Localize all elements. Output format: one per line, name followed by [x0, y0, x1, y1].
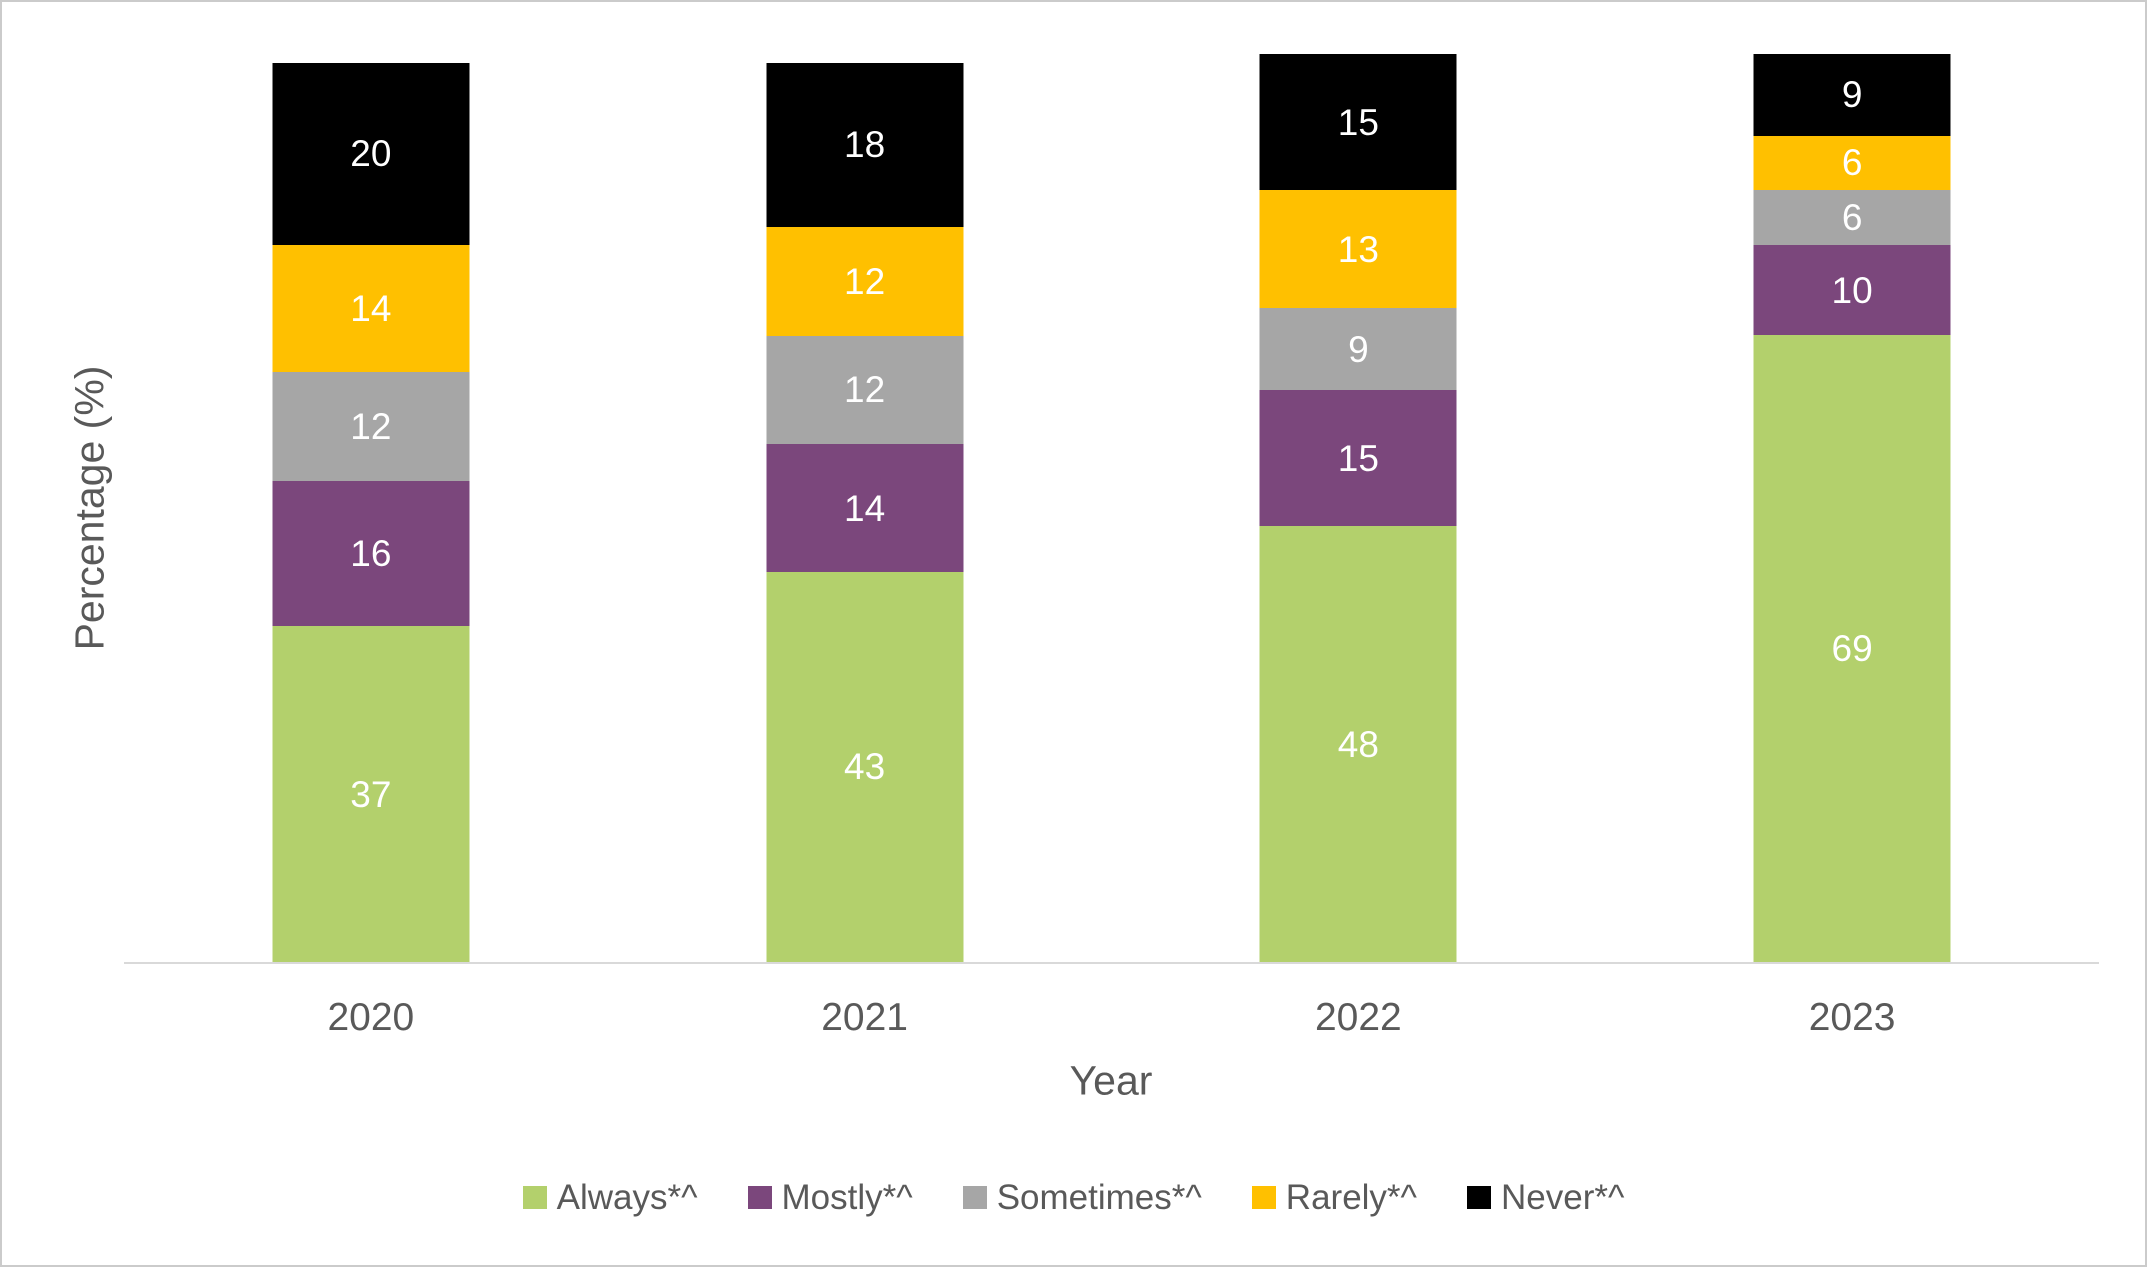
segment-2020-sometimes[interactable]: 12 — [272, 371, 470, 481]
value-label: 69 — [1831, 628, 1873, 670]
plot-area: 37 16 12 14 20 43 14 12 12 18 48 15 9 13 15 69 10 6 6 9 — [124, 54, 2099, 964]
bar-2023[interactable]: 69 10 6 6 9 — [1753, 54, 1951, 962]
value-label: 9 — [1348, 328, 1369, 370]
segment-2022-never[interactable]: 15 — [1259, 54, 1457, 191]
value-label: 37 — [350, 773, 392, 815]
legend-swatch-icon — [962, 1186, 987, 1209]
bar-2022[interactable]: 48 15 9 13 15 — [1259, 54, 1457, 962]
legend-item-never[interactable]: Never*^ — [1466, 1178, 1625, 1217]
value-label: 14 — [844, 487, 886, 529]
segment-2022-always[interactable]: 48 — [1259, 526, 1457, 962]
value-label: 48 — [1337, 723, 1379, 765]
segment-2020-always[interactable]: 37 — [272, 626, 470, 962]
value-label: 9 — [1841, 74, 1863, 116]
legend-swatch-icon — [522, 1186, 547, 1209]
value-label: 14 — [350, 287, 392, 329]
value-label: 6 — [1841, 142, 1863, 184]
segment-2020-never[interactable]: 20 — [272, 63, 470, 245]
value-label: 10 — [1831, 269, 1873, 311]
legend-label: Mostly*^ — [781, 1178, 913, 1217]
legend-label: Sometimes*^ — [996, 1178, 1202, 1217]
value-label: 12 — [844, 369, 886, 411]
value-label: 12 — [844, 260, 886, 302]
value-label: 15 — [1337, 101, 1379, 143]
segment-2021-mostly[interactable]: 14 — [766, 444, 964, 572]
legend-item-sometimes[interactable]: Sometimes*^ — [962, 1178, 1202, 1217]
segment-2022-rarely[interactable]: 13 — [1259, 190, 1457, 309]
segment-2020-rarely[interactable]: 14 — [272, 244, 470, 372]
value-label: 18 — [844, 124, 886, 166]
legend-label: Rarely*^ — [1285, 1178, 1417, 1217]
legend-label: Never*^ — [1500, 1178, 1625, 1217]
legend-swatch-icon — [1466, 1186, 1491, 1209]
segment-2023-mostly[interactable]: 10 — [1753, 244, 1951, 336]
legend-label: Always*^ — [556, 1178, 698, 1217]
bar-2021[interactable]: 43 14 12 12 18 — [766, 54, 964, 962]
x-tick-2021: 2021 — [821, 996, 909, 1039]
segment-2021-rarely[interactable]: 12 — [766, 226, 964, 336]
x-tick-2023: 2023 — [1808, 996, 1896, 1039]
legend-item-mostly[interactable]: Mostly*^ — [747, 1178, 913, 1217]
value-label: 12 — [350, 405, 392, 447]
segment-2023-rarely[interactable]: 6 — [1753, 135, 1951, 191]
segment-2022-mostly[interactable]: 15 — [1259, 389, 1457, 527]
bar-2020[interactable]: 37 16 12 14 20 — [272, 54, 470, 962]
legend-item-rarely[interactable]: Rarely*^ — [1251, 1178, 1417, 1217]
segment-2022-sometimes[interactable]: 9 — [1259, 308, 1457, 390]
legend-item-always[interactable]: Always*^ — [522, 1178, 698, 1217]
segment-2023-sometimes[interactable]: 6 — [1753, 190, 1951, 245]
x-tick-2020: 2020 — [327, 996, 415, 1039]
segment-2021-sometimes[interactable]: 12 — [766, 335, 964, 445]
legend-swatch-icon — [747, 1186, 772, 1209]
x-tick-2022: 2022 — [1314, 996, 1402, 1039]
segment-2023-always[interactable]: 69 — [1753, 335, 1951, 962]
value-label: 6 — [1841, 196, 1863, 238]
value-label: 15 — [1337, 437, 1379, 479]
value-label: 16 — [350, 532, 392, 574]
segment-2021-always[interactable]: 43 — [766, 571, 964, 962]
segment-2021-never[interactable]: 18 — [766, 63, 964, 227]
value-label: 13 — [1337, 228, 1379, 270]
y-axis-title: Percentage (%) — [66, 365, 113, 651]
value-label: 20 — [350, 133, 392, 175]
segment-2023-never[interactable]: 9 — [1753, 54, 1951, 136]
segment-2020-mostly[interactable]: 16 — [272, 480, 470, 627]
value-label: 43 — [844, 746, 886, 788]
legend: Always*^ Mostly*^ Sometimes*^ Rarely*^ Never… — [2, 1180, 2145, 1215]
legend-swatch-icon — [1251, 1186, 1276, 1209]
x-axis-title: Year — [1069, 1057, 1153, 1104]
x-axis-ticks: 2020 2021 2022 2023 — [124, 996, 2099, 1040]
